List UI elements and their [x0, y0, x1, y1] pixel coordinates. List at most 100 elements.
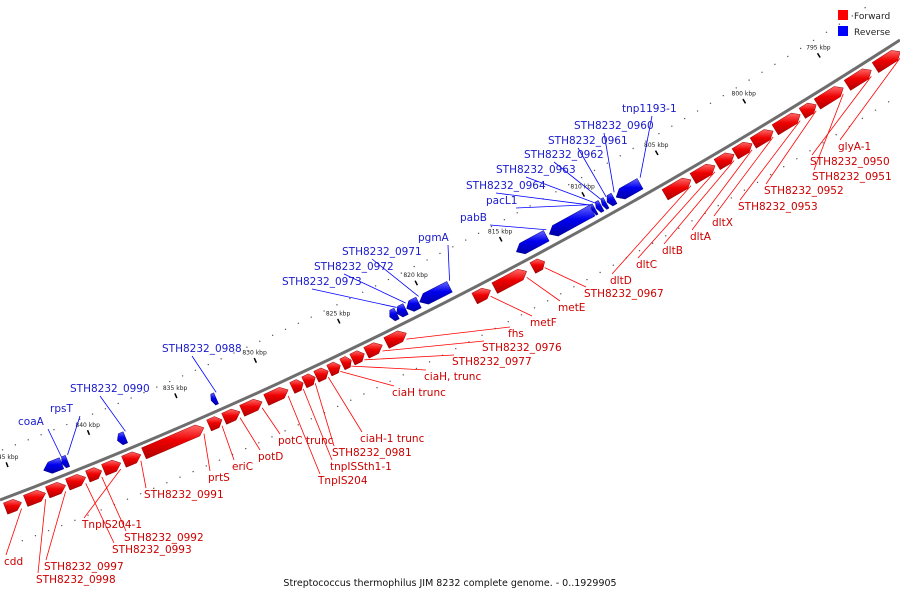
scale-dot	[864, 7, 866, 9]
scale-dot	[100, 509, 102, 511]
gene-label-sth8232-0997: STH8232_0997	[44, 561, 124, 573]
gene-arrow-cdd	[3, 499, 22, 515]
gene-label-sth8232-0991: STH8232_0991	[144, 489, 224, 501]
gene-arrow-prts	[141, 424, 205, 460]
scale-dot	[34, 535, 37, 537]
gene-label-potc-trunc: potC trunc	[278, 435, 334, 447]
label-leaders	[5, 57, 900, 574]
leader-sth8232-0967	[544, 267, 587, 288]
scale-dot	[887, 101, 890, 103]
leader-sth8232-0992	[101, 476, 127, 532]
gene-arrow-pabb	[515, 230, 550, 255]
gene-arrow-ciah-trunc	[339, 356, 352, 371]
scale-dot	[769, 173, 772, 176]
gene-arrow-sth8232-0997	[45, 482, 67, 499]
gene-label-sth8232-0998: STH8232_0998	[36, 574, 116, 586]
tick-mark	[336, 318, 341, 324]
gene-arrow-sth8232-0952	[798, 102, 817, 119]
gene-label-fhs: fhs	[508, 328, 524, 340]
gene-label-metf: metF	[530, 317, 557, 329]
scale-dot	[851, 15, 853, 17]
tick-label: 830 kbp	[242, 350, 267, 357]
scale-dot	[61, 524, 63, 527]
gene-label-sth8232-0951: STH8232_0951	[812, 171, 892, 183]
leader-metf	[490, 295, 533, 317]
gene-arrow-sth8232-0962	[594, 200, 605, 213]
leader-coaa	[47, 428, 62, 458]
scale-dot	[612, 264, 614, 266]
leader-sth8232-0998	[37, 499, 47, 574]
gene-label-sth8232-0993: STH8232_0993	[112, 544, 192, 556]
scale-dot	[117, 402, 119, 405]
leader-glya-1	[839, 57, 900, 141]
gene-label-sth8232-0950: STH8232_0950	[810, 156, 890, 168]
scale-dot	[490, 225, 493, 228]
scale-dot	[166, 482, 168, 484]
gene-arrow-pgma	[419, 281, 453, 305]
leader-pgma	[447, 244, 450, 281]
scale-dot	[529, 205, 531, 207]
scale-dot	[297, 322, 300, 324]
tick-mark	[5, 462, 9, 468]
leader-pacl1	[515, 204, 593, 209]
tick-label: 825 kbp	[326, 310, 351, 317]
gene-arrow-sth8232-0950	[843, 68, 872, 91]
scale-dot	[619, 155, 621, 157]
legend-reverse-label: Reverse	[854, 28, 891, 38]
gene-label-rpst: rpsT	[50, 403, 73, 415]
gene-arrow-sth8232-0977	[349, 350, 365, 366]
scale-dot	[822, 142, 824, 144]
gene-label-sth8232-0976: STH8232_0976	[482, 342, 562, 354]
scale-dot	[761, 71, 763, 73]
scale-dot	[297, 424, 299, 426]
scale-dot	[748, 79, 750, 81]
leader-sth8232-0993	[85, 483, 115, 544]
scale-dot	[722, 94, 725, 97]
scale-dot	[678, 227, 680, 230]
scale-dot	[47, 529, 50, 532]
scale-dot	[205, 465, 207, 467]
scale-dot	[638, 249, 641, 252]
scale-dot	[426, 259, 428, 261]
leader-sth8232-0976	[382, 340, 485, 352]
gene-arrows	[3, 50, 900, 515]
scale-dot	[374, 285, 377, 287]
scale-dot	[413, 265, 415, 268]
scale-dot	[835, 133, 837, 136]
scale-dot	[606, 162, 609, 164]
scale-dot	[310, 316, 312, 318]
scale-dot	[533, 307, 536, 309]
scale-dot	[599, 271, 601, 274]
scale-dot	[350, 399, 352, 401]
leader-sth8232-0971	[371, 258, 419, 297]
gene-arrow-sth8232-0967	[529, 258, 546, 274]
legend: Forward Reverse	[838, 10, 891, 38]
scale-dot	[632, 147, 634, 150]
scale-dot	[774, 63, 776, 66]
gene-arrow-sth8232-0961	[600, 197, 610, 210]
leader-eric	[221, 425, 235, 461]
scale-dot	[874, 109, 877, 111]
gene-label-tnp1193-1: tnp1193-1	[622, 103, 677, 115]
leader-sth8232-0990	[99, 395, 126, 432]
scale-dot	[465, 239, 467, 241]
tick-label: 805 kbp	[644, 142, 669, 149]
tick-mark	[253, 357, 258, 363]
gene-arrow-coaa	[43, 457, 65, 474]
leader-sth8232-0950	[811, 75, 872, 156]
gene-label-dltx: dltX	[712, 217, 733, 229]
scale-dot	[783, 166, 785, 168]
dotted-ticks	[1, 7, 890, 542]
gene-label-ciah-trunc: ciaH trunc	[392, 387, 446, 399]
scale-dot	[812, 39, 815, 42]
leader-sth8232-0962	[553, 161, 602, 200]
leader-dltc	[637, 171, 716, 259]
gene-label-sth8232-0953: STH8232_0953	[738, 201, 818, 213]
gene-label-ciah-1-trunc: ciaH-1 trunc	[360, 433, 425, 445]
gene-arrow-dltx	[749, 129, 774, 149]
gene-label-sth8232-0967: STH8232_0967	[584, 288, 664, 300]
gene-label-dltc: dltC	[636, 259, 657, 271]
gene-arrow-ciah-trunc	[326, 361, 341, 377]
scale-dot	[323, 310, 325, 312]
gene-label-sth8232-0973: STH8232_0973	[282, 276, 362, 288]
